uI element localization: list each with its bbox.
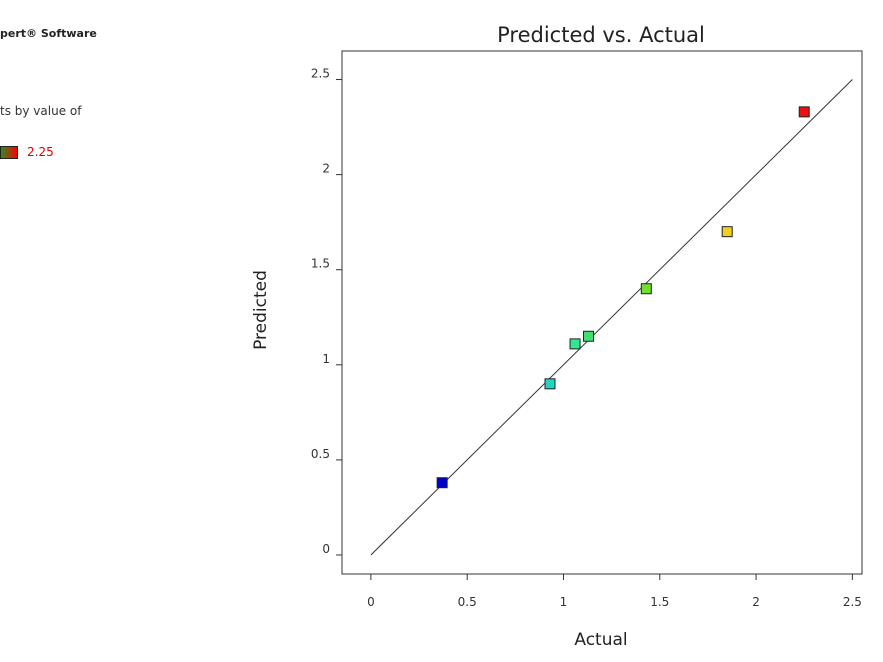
legend-gradient-swatch [0,145,18,159]
y-axis: 0 0.5 1 1.5 2 2.5 [311,67,342,556]
reference-line [370,79,853,556]
y-tick-label: 0 [322,542,330,556]
x-tick-label: 1.5 [650,595,669,609]
color-points-note: ts by value of [0,104,82,118]
data-point [798,106,810,118]
data-points [436,106,810,489]
y-tick-label: 2 [322,162,330,176]
x-axis: 0 0.5 1 1.5 2 2.5 [367,574,862,609]
x-tick-label: 1 [560,595,568,609]
x-tick-label: 0.5 [458,595,477,609]
y-tick-label: 0.5 [311,447,330,461]
data-point [640,283,652,295]
software-brand-label: pert® Software [0,27,97,40]
y-tick-label: 2.5 [311,67,330,81]
data-point [721,226,733,238]
data-point [583,330,595,342]
y-tick-label: 1 [322,352,330,366]
legend-max-value: 2.25 [27,145,54,159]
y-axis-label: Predicted [251,270,271,350]
chart-title: Predicted vs. Actual [497,23,705,47]
x-tick-label: 2.5 [843,595,862,609]
x-tick-label: 2 [752,595,760,609]
data-point [569,338,581,350]
x-axis-label: Actual [574,630,627,650]
x-tick-label: 0 [367,595,375,609]
y-tick-label: 1.5 [311,257,330,271]
color-legend: 2.25 [0,145,54,159]
data-point [436,477,448,489]
data-point [544,378,556,390]
plot-frame [341,50,863,575]
